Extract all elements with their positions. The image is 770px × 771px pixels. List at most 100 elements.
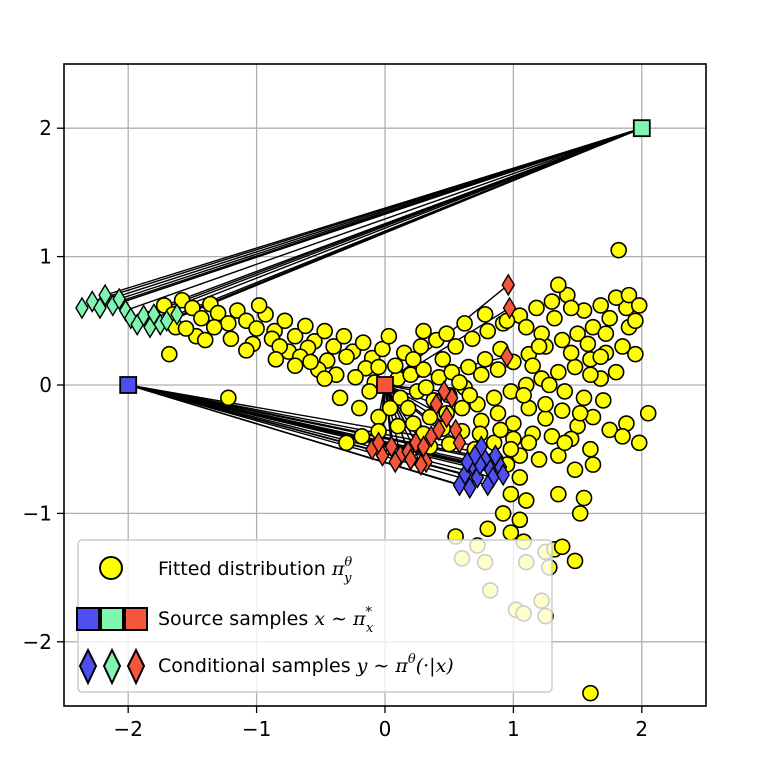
fitted-point bbox=[546, 309, 563, 327]
fitted-point bbox=[502, 524, 520, 541]
fitted-point bbox=[566, 358, 584, 376]
y-tick-label: 2 bbox=[39, 116, 52, 140]
conditional-sample-point bbox=[502, 296, 517, 320]
fitted-point bbox=[550, 363, 567, 381]
fitted-point bbox=[492, 421, 509, 439]
fitted-point bbox=[524, 357, 541, 375]
fitted-point bbox=[550, 447, 567, 464]
legend-source-label: Source samples x ∼ π* x bbox=[158, 605, 374, 636]
fitted-point bbox=[489, 361, 507, 378]
fitted-point bbox=[438, 325, 455, 342]
fitted-point bbox=[380, 327, 398, 345]
conditional-sample-point bbox=[500, 345, 514, 369]
fitted-point bbox=[571, 505, 589, 522]
legend-source-green-marker bbox=[100, 607, 124, 631]
fitted-point bbox=[479, 322, 497, 340]
fitted-point bbox=[515, 386, 532, 404]
conditional-sample-point bbox=[98, 283, 112, 307]
fitted-point bbox=[464, 330, 481, 348]
fitted-point bbox=[517, 492, 535, 509]
fitted-point bbox=[389, 417, 407, 435]
connection-line bbox=[128, 384, 504, 476]
legend-source-text: Source samples bbox=[158, 608, 314, 630]
source-sample-point bbox=[632, 119, 651, 138]
fitted-point bbox=[415, 361, 432, 378]
legend-fitted-label: Fitted distribution πθ y bbox=[158, 555, 352, 586]
legend-cond-blue-marker bbox=[78, 647, 98, 686]
fitted-point bbox=[361, 383, 378, 400]
fitted-point bbox=[594, 392, 612, 409]
fitted-point bbox=[325, 338, 342, 355]
fitted-point bbox=[627, 312, 644, 330]
fitted-point bbox=[485, 389, 503, 407]
legend-cond-sup: θ bbox=[408, 652, 416, 667]
fitted-point bbox=[556, 383, 574, 400]
fitted-point bbox=[399, 399, 417, 417]
source-sample-point bbox=[376, 376, 394, 394]
fitted-point bbox=[331, 389, 349, 407]
conditional-sample-point bbox=[496, 463, 510, 487]
fitted-point bbox=[196, 331, 214, 349]
fitted-point bbox=[354, 334, 372, 351]
conditional-sample-point bbox=[452, 473, 467, 497]
fitted-point bbox=[184, 299, 201, 317]
legend-fitted-text: Fitted distribution bbox=[158, 558, 332, 580]
y-tick-label: −1 bbox=[23, 501, 52, 525]
fitted-point bbox=[541, 376, 558, 394]
fitted-point bbox=[476, 351, 494, 368]
fitted-point bbox=[302, 353, 319, 371]
fitted-point bbox=[562, 299, 580, 317]
legend-cond-label: Conditional samples y ∼ πθ(·|x) bbox=[158, 652, 454, 677]
fitted-point bbox=[630, 297, 648, 314]
legend-source-red-marker bbox=[124, 607, 148, 631]
fitted-point bbox=[267, 351, 285, 368]
conditional-sample-point bbox=[403, 448, 418, 471]
fitted-point bbox=[417, 379, 435, 396]
fitted-point bbox=[338, 434, 355, 452]
fitted-point bbox=[592, 297, 610, 314]
fitted-point bbox=[415, 322, 432, 340]
fitted-point bbox=[370, 358, 387, 376]
conditional-sample-point bbox=[371, 431, 386, 455]
fitted-point bbox=[502, 440, 520, 458]
conditional-sample-point bbox=[75, 296, 89, 320]
conditional-sample-point bbox=[437, 380, 451, 403]
fitted-point bbox=[537, 410, 554, 427]
x-tick-label: −2 bbox=[113, 717, 142, 741]
fitted-point bbox=[434, 351, 452, 368]
legend-source-sup: * bbox=[366, 605, 373, 620]
fitted-point bbox=[566, 552, 584, 570]
conditional-sample-point bbox=[93, 296, 107, 320]
fitted-point bbox=[543, 293, 561, 310]
legend: Fitted distribution πθ y Source samples x… bbox=[76, 539, 553, 693]
fitted-point bbox=[248, 320, 265, 337]
legend-source-expr: x ∼ π bbox=[314, 608, 366, 630]
connection-line bbox=[127, 384, 470, 489]
fitted-point bbox=[160, 345, 178, 363]
connection-line bbox=[176, 127, 643, 316]
legend-fitted-sup: θ bbox=[344, 555, 352, 570]
fitted-point bbox=[556, 434, 574, 452]
conditional-sample-point bbox=[388, 450, 403, 474]
fitted-point bbox=[571, 404, 589, 422]
conditional-sample-point bbox=[460, 450, 474, 474]
fitted-point bbox=[502, 485, 520, 503]
x-tick-label: −1 bbox=[242, 717, 271, 741]
legend-fitted-sub: y bbox=[343, 571, 352, 586]
fitted-point bbox=[550, 485, 567, 503]
fitted-point bbox=[250, 297, 268, 314]
conditional-sample-point bbox=[384, 435, 399, 458]
conditional-sample-point bbox=[432, 418, 446, 442]
fitted-point bbox=[614, 428, 631, 445]
fitted-point bbox=[220, 315, 237, 332]
fitted-point bbox=[550, 276, 567, 294]
fitted-point bbox=[489, 404, 507, 422]
fitted-point bbox=[511, 511, 529, 529]
legend-cond-red-marker bbox=[126, 647, 146, 686]
fitted-point bbox=[205, 318, 223, 336]
fitted-point bbox=[453, 399, 471, 417]
conditional-sample-point bbox=[112, 287, 127, 311]
connection-line bbox=[125, 127, 643, 312]
fitted-point bbox=[238, 342, 255, 359]
fitted-point bbox=[404, 351, 422, 368]
